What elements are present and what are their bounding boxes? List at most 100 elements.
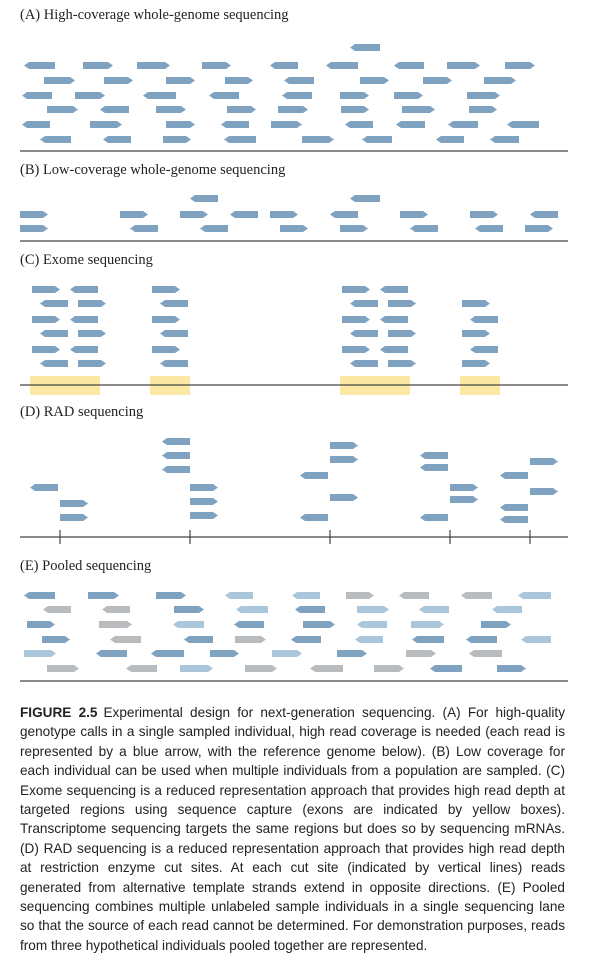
sequence-read-arrow xyxy=(302,136,334,143)
sequence-read-arrow xyxy=(303,621,335,628)
sequence-read-arrow xyxy=(450,496,478,503)
sequence-read-arrow xyxy=(291,636,321,643)
panel-d-label: (D) RAD sequencing xyxy=(20,404,144,420)
sequence-read-arrow xyxy=(357,606,389,613)
sequence-read-arrow xyxy=(500,504,528,511)
sequence-read-arrow xyxy=(24,592,55,599)
sequence-read-arrow xyxy=(90,121,122,128)
sequence-read-arrow xyxy=(227,106,256,113)
sequence-read-arrow xyxy=(184,636,213,643)
sequence-read-arrow xyxy=(500,516,528,523)
sequence-read-arrow xyxy=(350,44,380,51)
sequence-read-arrow xyxy=(380,316,408,323)
sequence-read-arrow xyxy=(30,484,58,491)
sequence-read-arrow xyxy=(469,106,497,113)
sequence-read-arrow xyxy=(270,62,298,69)
sequence-read-arrow xyxy=(394,92,423,99)
sequence-read-arrow xyxy=(32,316,60,323)
panel-c-reads xyxy=(30,286,500,395)
sequence-read-arrow xyxy=(20,225,48,232)
sequence-read-arrow xyxy=(388,300,416,307)
sequence-read-arrow xyxy=(83,62,113,69)
sequence-read-arrow xyxy=(380,286,408,293)
sequence-read-arrow xyxy=(518,592,551,599)
sequence-read-arrow xyxy=(436,136,464,143)
panel-d-reads xyxy=(30,438,558,523)
sequence-read-arrow xyxy=(44,77,75,84)
sequence-read-arrow xyxy=(295,606,325,613)
sequence-read-arrow xyxy=(202,62,231,69)
sequence-read-arrow xyxy=(362,136,392,143)
sequence-read-arrow xyxy=(99,621,132,628)
sequence-read-arrow xyxy=(340,225,368,232)
sequence-read-arrow xyxy=(152,316,180,323)
sequence-read-arrow xyxy=(160,300,188,307)
sequence-read-arrow xyxy=(271,121,302,128)
panel-a-label: (A) High-coverage whole-genome sequencin… xyxy=(20,7,289,23)
panel-e-label: (E) Pooled sequencing xyxy=(20,558,152,574)
sequence-read-arrow xyxy=(521,636,551,643)
sequence-read-arrow xyxy=(284,77,314,84)
sequence-read-arrow xyxy=(360,77,389,84)
caption-text: Experimental design for next-generation … xyxy=(20,705,565,953)
sequence-read-arrow xyxy=(475,225,503,232)
sequence-read-arrow xyxy=(78,330,106,337)
sequence-read-arrow xyxy=(410,225,438,232)
sequence-read-arrow xyxy=(245,665,277,672)
sequence-read-arrow xyxy=(100,106,129,113)
sequence-read-arrow xyxy=(412,636,444,643)
sequence-read-arrow xyxy=(156,106,186,113)
sequence-read-arrow xyxy=(350,300,378,307)
caption-title: FIGURE 2.5 xyxy=(20,705,98,720)
sequence-read-arrow xyxy=(530,211,558,218)
sequence-read-arrow xyxy=(357,621,387,628)
sequence-read-arrow xyxy=(337,650,367,657)
sequence-read-arrow xyxy=(47,665,79,672)
sequence-read-arrow xyxy=(423,77,452,84)
sequence-read-arrow xyxy=(330,494,358,501)
sequence-read-arrow xyxy=(420,452,448,459)
sequence-read-arrow xyxy=(78,300,106,307)
sequence-read-arrow xyxy=(160,360,188,367)
sequence-read-arrow xyxy=(342,316,370,323)
sequence-read-arrow xyxy=(190,484,218,491)
sequence-read-arrow xyxy=(402,106,435,113)
sequence-read-arrow xyxy=(40,360,68,367)
sequence-read-arrow xyxy=(342,346,370,353)
sequence-read-arrow xyxy=(152,286,180,293)
sequence-read-arrow xyxy=(292,592,320,599)
sequence-read-arrow xyxy=(174,606,204,613)
sequence-read-arrow xyxy=(411,621,444,628)
sequence-read-arrow xyxy=(221,121,249,128)
sequence-read-arrow xyxy=(180,665,213,672)
sequence-read-arrow xyxy=(75,92,105,99)
sequence-read-arrow xyxy=(278,106,308,113)
panel-b-reads xyxy=(20,195,558,232)
sequence-read-arrow xyxy=(120,211,148,218)
sequence-read-arrow xyxy=(40,330,68,337)
sequence-read-arrow xyxy=(32,346,60,353)
sequence-read-arrow xyxy=(342,286,370,293)
sequence-read-arrow xyxy=(20,211,48,218)
sequence-read-arrow xyxy=(152,346,180,353)
sequence-read-arrow xyxy=(190,512,218,519)
sequence-read-arrow xyxy=(330,211,358,218)
sequence-read-arrow xyxy=(163,136,191,143)
sequence-read-arrow xyxy=(300,472,328,479)
sequence-read-arrow xyxy=(160,330,188,337)
sequence-read-arrow xyxy=(466,636,497,643)
sequence-read-arrow xyxy=(350,330,378,337)
sequence-read-arrow xyxy=(190,498,218,505)
sequence-read-arrow xyxy=(469,650,502,657)
sequence-read-arrow xyxy=(42,636,70,643)
sequence-read-arrow xyxy=(43,606,71,613)
sequence-read-arrow xyxy=(448,121,478,128)
sequence-read-arrow xyxy=(47,106,78,113)
sequence-read-arrow xyxy=(24,62,55,69)
sequence-read-arrow xyxy=(400,211,428,218)
sequence-read-arrow xyxy=(210,650,239,657)
sequence-read-arrow xyxy=(500,472,528,479)
sequence-read-arrow xyxy=(462,300,490,307)
sequence-read-arrow xyxy=(419,606,449,613)
sequence-read-arrow xyxy=(340,92,369,99)
